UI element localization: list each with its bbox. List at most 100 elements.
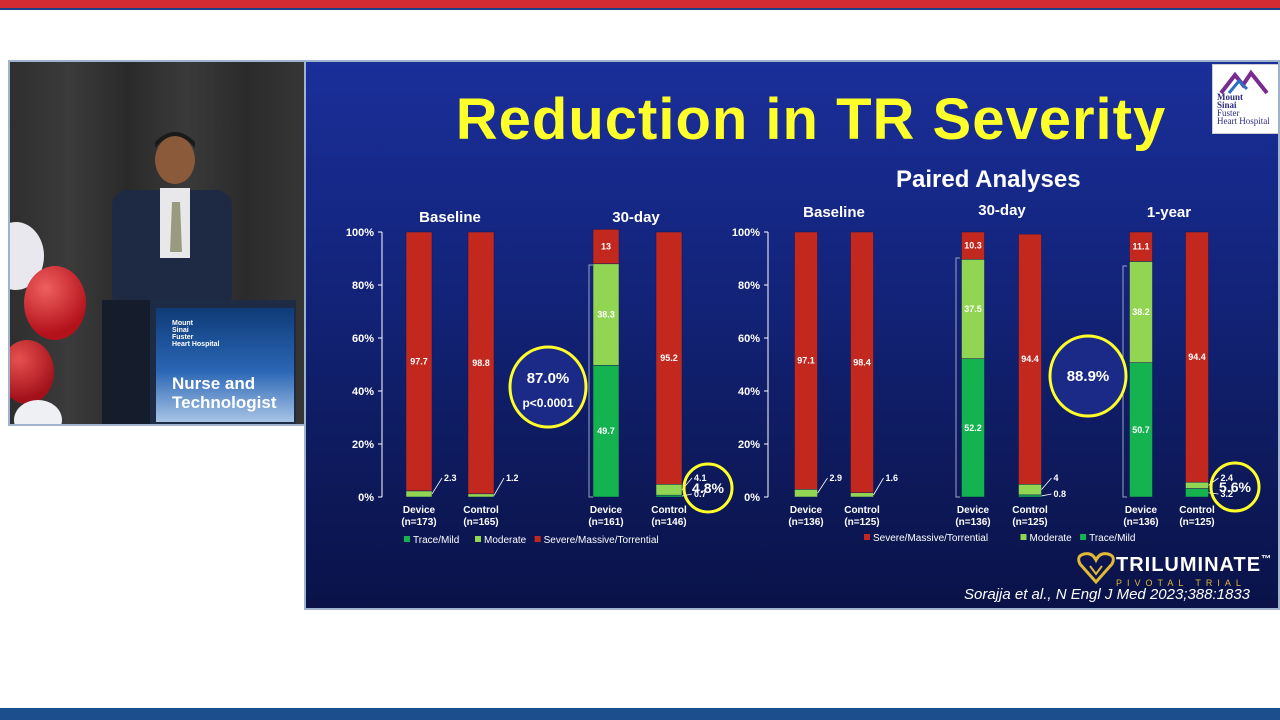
y-tick-label: 40% (738, 386, 760, 398)
bar-segment (794, 489, 818, 498)
legend-swatch (1020, 534, 1027, 540)
data-label: 2.4 (1221, 473, 1234, 483)
legend-entry: Severe/Massive/Torrential (544, 535, 659, 546)
x-tick-label-n: (n=165) (463, 517, 498, 528)
legend-swatch (534, 536, 541, 542)
data-label: 38.3 (597, 310, 615, 320)
x-tick-label-n: (n=136) (1123, 517, 1158, 528)
data-label: 94.4 (1021, 354, 1039, 364)
bar-segment (850, 231, 874, 494)
hospital-logo: Mount Sinai Fuster Heart Hospital (1212, 64, 1278, 134)
chart-1year: 0%20%40%60%80%100%2.997.1Device(n=136)1.… (732, 202, 1261, 544)
data-label-leader (1041, 477, 1052, 490)
y-tick-label: 0% (744, 492, 760, 504)
x-tick-label-n: (n=173) (401, 517, 436, 528)
bar-segment (467, 231, 495, 495)
bar-segment (1018, 494, 1042, 498)
speaker-video: Mount Sinai Fuster Heart Hospital Nurse … (8, 60, 306, 426)
bar-segment (1185, 488, 1209, 498)
x-tick-label: Control (463, 505, 499, 516)
y-tick-label: 0% (358, 492, 374, 504)
bottom-blue-bar (0, 708, 1280, 720)
trademark-mark: ™ (1261, 554, 1273, 565)
trial-name-text: TRILUMINATE (1116, 554, 1262, 576)
logo-line: Fuster (1217, 108, 1240, 118)
annotation-text: 4.8% (692, 480, 724, 496)
y-tick-label: 20% (738, 439, 760, 451)
annotation-text: 87.0% (527, 370, 570, 387)
y-tick-label: 60% (352, 333, 374, 345)
podium-logo-line: Fuster (172, 334, 194, 341)
y-tick-label: 100% (732, 227, 760, 239)
data-label-leader (681, 493, 693, 497)
data-label-leader (1041, 493, 1052, 497)
x-tick-label: Device (590, 505, 623, 516)
annotation-text: 88.9% (1067, 368, 1110, 385)
podium-logo-line: Mount (172, 320, 193, 327)
data-label: 2.9 (830, 473, 843, 483)
x-tick-label: Device (1125, 505, 1158, 516)
highlight-circle-small (1209, 461, 1261, 513)
data-label: 98.4 (853, 357, 871, 367)
data-label: 37.5 (964, 304, 982, 314)
x-tick-label: Device (403, 505, 436, 516)
legend-swatch (475, 536, 481, 542)
y-tick-label: 80% (738, 280, 760, 292)
x-tick-label: Control (844, 505, 880, 516)
trial-name: TRILUMINATE™ (1116, 554, 1272, 577)
x-tick-label-n: (n=136) (788, 517, 823, 528)
logo-line: Heart Hospital (1217, 116, 1270, 126)
x-tick-label-n: (n=136) (955, 517, 990, 528)
bar-segment (794, 231, 818, 490)
bar-segment (1018, 484, 1042, 496)
heart-icon (1077, 552, 1115, 585)
data-label: 0.7 (694, 489, 707, 499)
bar-segment (467, 493, 495, 498)
logo-line: Sinai (1217, 100, 1237, 110)
y-tick-label: 80% (352, 280, 374, 292)
data-label-leader (1208, 492, 1219, 495)
data-label: 4 (1054, 473, 1059, 483)
x-tick-label-n: (n=125) (1179, 517, 1214, 528)
logo-text: Mount Sinai Fuster Heart Hospital (1217, 93, 1270, 126)
trial-subtitle: PIVOTAL TRIAL (1116, 578, 1246, 588)
x-tick-label: Control (1179, 505, 1215, 516)
bar-segment (961, 231, 985, 260)
bar-segment (655, 484, 683, 496)
data-label-leader (431, 477, 443, 495)
x-tick-label: Control (1012, 505, 1048, 516)
data-label: 1.6 (886, 473, 899, 483)
annotation-subtext: p<0.0001 (522, 396, 573, 410)
x-tick-label: Device (957, 505, 990, 516)
x-tick-label-n: (n=125) (844, 517, 879, 528)
group-label: Baseline (803, 204, 865, 221)
mountain-logo-icon (1219, 69, 1269, 95)
data-label: 97.7 (410, 356, 428, 366)
legend-swatch (1080, 534, 1087, 540)
data-label: 2.3 (444, 473, 457, 483)
data-label-leader (873, 477, 884, 496)
data-label: 1.2 (506, 473, 519, 483)
bar-segment (1185, 481, 1209, 489)
podium-sign: Nurse and Technologist (172, 374, 277, 412)
y-tick-label: 60% (738, 333, 760, 345)
podium-screen: Mount Sinai Fuster Heart Hospital Nurse … (156, 308, 294, 422)
legend-entry: Severe/Massive/Torrential (873, 533, 988, 544)
slide-title: Reduction in TR Severity (455, 87, 1167, 152)
bar-segment (592, 365, 620, 498)
data-label: 10.3 (964, 241, 982, 251)
bar-segment (592, 229, 620, 265)
balloon-red (24, 266, 86, 340)
data-label: 49.7 (597, 426, 615, 436)
highlight-circle (508, 345, 588, 429)
data-label: 95.2 (660, 353, 678, 363)
x-tick-label-n: (n=146) (651, 517, 686, 528)
highlight-circle-small (682, 462, 734, 514)
group-label: 1-year (1147, 204, 1191, 221)
x-tick-label: Control (651, 505, 687, 516)
data-label: 13 (601, 242, 611, 252)
highlight-circle (1048, 334, 1128, 418)
legend-swatch (864, 534, 870, 540)
citation: Sorajja et al., N Engl J Med 2023;388:18… (964, 586, 1251, 603)
data-label: 97.1 (797, 356, 815, 366)
